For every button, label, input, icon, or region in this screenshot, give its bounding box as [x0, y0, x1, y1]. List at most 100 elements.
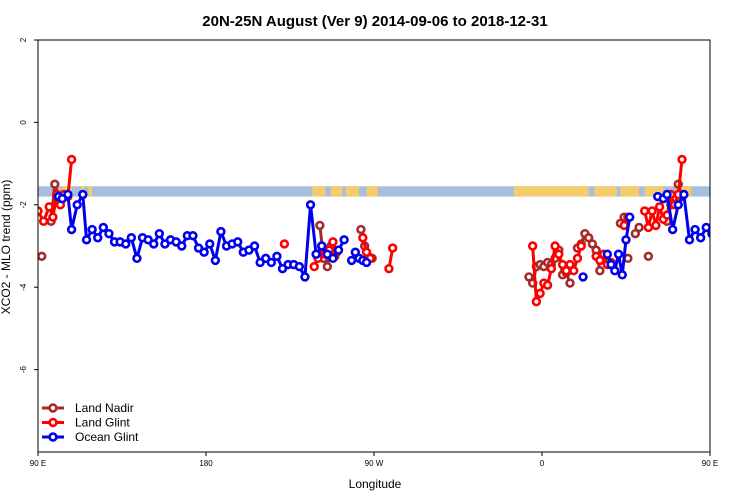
data-point — [387, 243, 398, 253]
data-point — [98, 222, 109, 233]
data-point — [610, 266, 620, 276]
map-land-mass — [331, 186, 343, 197]
data-point — [595, 266, 605, 276]
data-point — [339, 235, 349, 245]
data-point — [210, 255, 221, 266]
data-point — [531, 296, 542, 307]
data-point — [328, 253, 338, 264]
data-point — [690, 224, 700, 235]
data-point — [87, 224, 97, 235]
data-point — [272, 251, 282, 261]
data-point — [576, 241, 586, 251]
data-point — [93, 233, 103, 243]
legend-marker — [48, 417, 58, 428]
data-point — [300, 272, 310, 282]
x-tick-label: 180 — [199, 459, 213, 468]
data-point — [634, 222, 644, 233]
x-tick-label: 90 W — [365, 459, 384, 468]
data-point — [249, 241, 260, 251]
data-point — [104, 228, 114, 239]
data-point — [309, 261, 319, 272]
data-point — [333, 245, 344, 255]
data-point — [643, 251, 654, 261]
data-point — [149, 239, 159, 249]
x-tick-label: 90 E — [702, 459, 718, 468]
data-point — [38, 206, 43, 216]
data-point — [554, 249, 564, 259]
data-point — [617, 270, 627, 280]
data-point — [714, 238, 721, 245]
data-point — [695, 233, 706, 243]
data-point — [673, 200, 683, 210]
data-point — [707, 229, 710, 238]
data-point — [50, 179, 60, 189]
data-point — [602, 249, 613, 259]
data-point — [384, 263, 394, 274]
data-point — [356, 224, 366, 235]
data-point — [121, 239, 131, 249]
data-point — [733, 253, 740, 260]
x-tick-label: 90 E — [30, 459, 46, 468]
series-ocean-glint — [53, 189, 732, 282]
data-point — [216, 226, 226, 237]
data-point — [679, 189, 689, 200]
data-point — [725, 241, 732, 248]
data-point — [199, 247, 209, 257]
legend-label: Ocean Glint — [75, 430, 139, 444]
x-tick-label: 0 — [540, 459, 545, 468]
legend-item: Land Glint — [42, 416, 130, 430]
legend-marker — [48, 432, 58, 442]
data-point — [662, 189, 672, 200]
data-point — [565, 278, 575, 288]
chart-title: 20N-25N August (Ver 9) 2014-09-06 to 201… — [202, 13, 547, 30]
data-point — [38, 216, 49, 226]
map-land-mass — [594, 186, 617, 197]
legend-label: Land Nadir — [75, 401, 134, 415]
y-tick-label: -2 — [19, 201, 28, 209]
y-tick-label: -4 — [19, 283, 28, 291]
map-land-mass — [312, 186, 326, 197]
data-point — [550, 241, 560, 251]
data-point — [654, 202, 665, 212]
data-point — [72, 200, 82, 210]
data-point — [569, 266, 579, 276]
data-point — [358, 233, 368, 243]
data-point — [266, 257, 277, 268]
data-point — [66, 154, 77, 165]
map-strip — [38, 186, 710, 197]
data-point — [677, 154, 687, 165]
y-tick-label: 0 — [19, 120, 28, 125]
data-point — [647, 206, 657, 216]
data-point — [48, 212, 58, 222]
data-point — [328, 237, 338, 247]
data-point — [38, 251, 47, 261]
data-point — [572, 253, 583, 264]
data-point — [188, 231, 198, 241]
x-axis-label: Longitude — [349, 477, 402, 491]
data-point — [294, 261, 305, 272]
data-point — [154, 228, 165, 239]
data-point — [311, 249, 321, 259]
data-point — [621, 235, 631, 245]
y-tick-label: 2 — [19, 37, 28, 42]
series-layer — [38, 154, 740, 307]
map-land-mass — [88, 186, 93, 197]
data-point — [639, 206, 650, 216]
data-point — [132, 253, 142, 264]
data-point — [613, 249, 624, 259]
data-point — [66, 224, 77, 235]
data-point — [578, 272, 588, 282]
data-point — [205, 239, 215, 249]
y-axis-label: XCO2 - MLO trend (ppm) — [0, 180, 13, 315]
data-point — [78, 189, 88, 200]
map-land-mass — [644, 186, 664, 197]
data-point — [233, 237, 243, 247]
data-point — [542, 280, 553, 290]
legend-item: Land Nadir — [42, 401, 134, 415]
data-point — [643, 222, 654, 233]
legend-item: Ocean Glint — [42, 430, 139, 444]
data-point — [684, 235, 695, 245]
